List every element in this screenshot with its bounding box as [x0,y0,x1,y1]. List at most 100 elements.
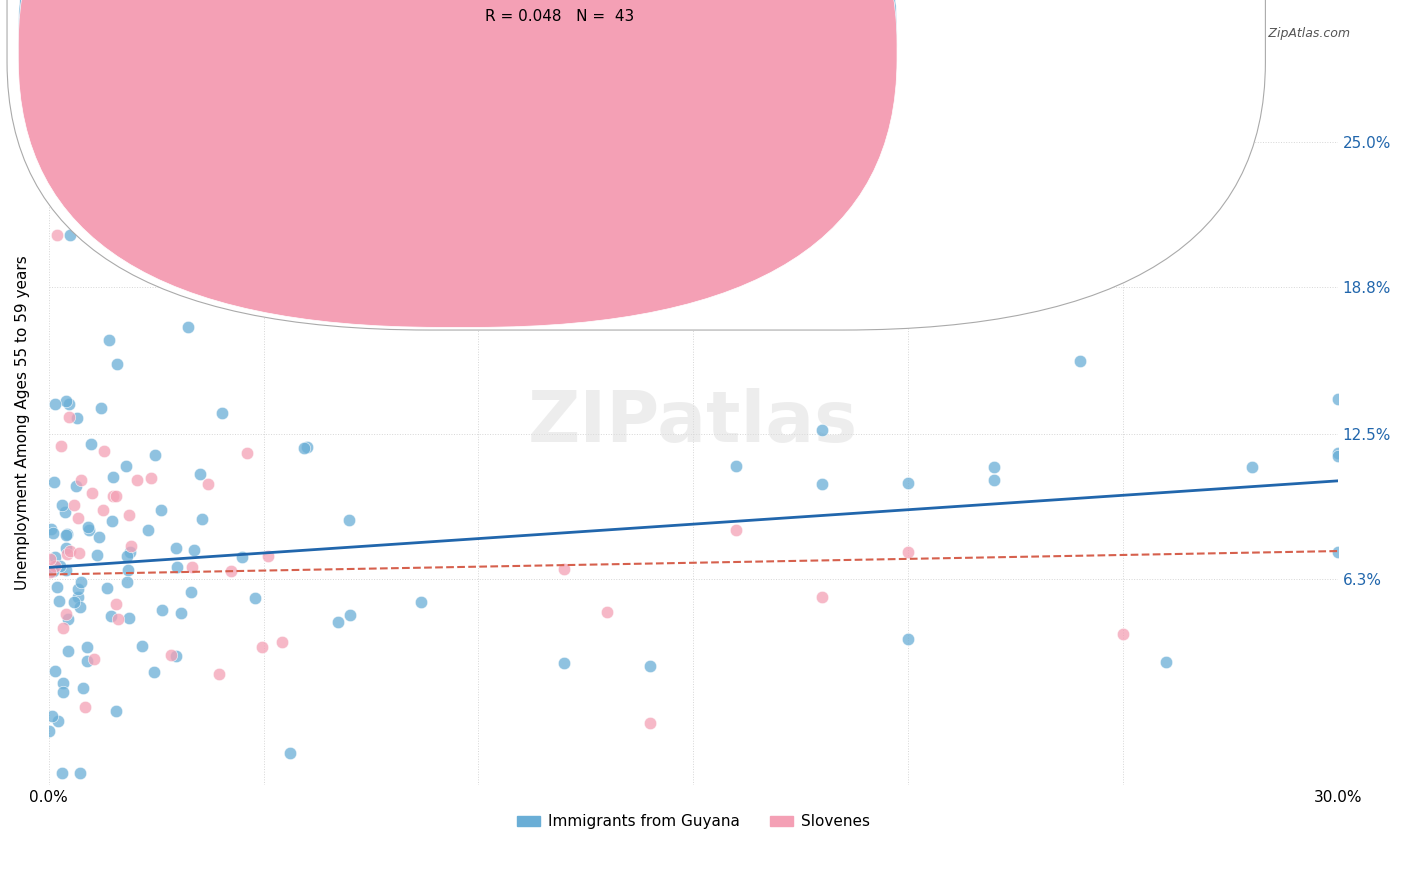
Point [44,397,66,411]
Point [55,528,77,542]
Point [1326,392,1348,406]
Point [117,563,139,577]
Point [44,549,66,564]
Point [46,228,69,243]
Point [725,523,748,537]
Point [231,550,253,565]
Point [1326,450,1348,464]
Point [67,511,90,525]
Point [256,286,278,301]
Point [252,640,274,654]
Point [236,445,259,459]
Point [725,459,748,474]
Point [143,665,166,680]
Point [80,437,103,451]
Point [56,612,79,626]
Y-axis label: Unemployment Among Ages 55 to 59 years: Unemployment Among Ages 55 to 59 years [15,255,30,590]
Point [55,541,77,555]
Point [118,508,141,522]
Point [127,473,149,487]
Point [52,685,75,699]
Point [166,559,188,574]
Point [76,654,98,668]
Point [1240,460,1263,475]
Point [48,593,70,607]
Point [45,580,67,594]
Point [411,595,433,609]
Point [97,334,120,348]
Point [70,473,93,487]
Point [640,659,662,673]
Point [46,714,69,728]
Point [328,615,350,629]
Point [41,709,63,723]
Point [56,644,79,658]
Point [596,605,619,619]
Point [101,514,124,528]
Point [77,520,100,534]
Point [553,656,575,670]
Point [170,606,193,620]
Point [131,639,153,653]
Point [58,410,80,425]
Point [257,549,280,563]
Point [139,471,162,485]
Point [181,560,204,574]
Point [67,546,90,560]
Text: R = 0.048   N =  43: R = 0.048 N = 43 [485,9,634,24]
Point [337,513,360,527]
Text: Source: ZipAtlas.com: Source: ZipAtlas.com [1216,27,1350,40]
Point [52,676,75,690]
Point [51,439,73,453]
Point [39,566,62,580]
Point [180,585,202,599]
Point [66,410,89,425]
Point [42,475,65,489]
Point [107,612,129,626]
Point [811,477,834,491]
Point [93,443,115,458]
Point [89,146,111,161]
Point [44,665,66,679]
Point [640,715,662,730]
Point [1112,627,1135,641]
Text: IMMIGRANTS FROM GUYANA VS SLOVENE UNEMPLOYMENT AMONG AGES 55 TO 59 YEARS CORRELA: IMMIGRANTS FROM GUYANA VS SLOVENE UNEMPL… [56,27,979,42]
Point [72,681,94,696]
Point [897,476,920,491]
Point [39,522,62,536]
Point [59,135,82,149]
Point [120,545,142,559]
Point [55,394,77,409]
Point [73,700,96,714]
Point [52,621,75,635]
Point [811,591,834,605]
Point [70,575,93,590]
Point [897,545,920,559]
Legend: Immigrants from Guyana, Slovenes: Immigrants from Guyana, Slovenes [510,808,876,836]
Point [278,747,301,761]
Point [1154,655,1177,669]
Point [87,530,110,544]
Point [55,563,77,577]
Point [59,228,82,243]
Point [197,476,219,491]
Point [104,489,127,503]
Point [63,498,86,512]
Point [177,320,200,334]
Point [96,581,118,595]
Point [69,599,91,614]
Point [101,469,124,483]
Point [115,549,138,563]
Point [159,648,181,662]
Point [811,423,834,437]
Point [211,406,233,420]
Point [67,582,90,596]
Point [191,512,214,526]
Point [297,440,319,454]
Point [165,648,187,663]
Text: ZIPatlas: ZIPatlas [529,388,858,457]
Point [983,460,1005,475]
Point [42,564,65,578]
Point [51,498,73,512]
Point [59,544,82,558]
